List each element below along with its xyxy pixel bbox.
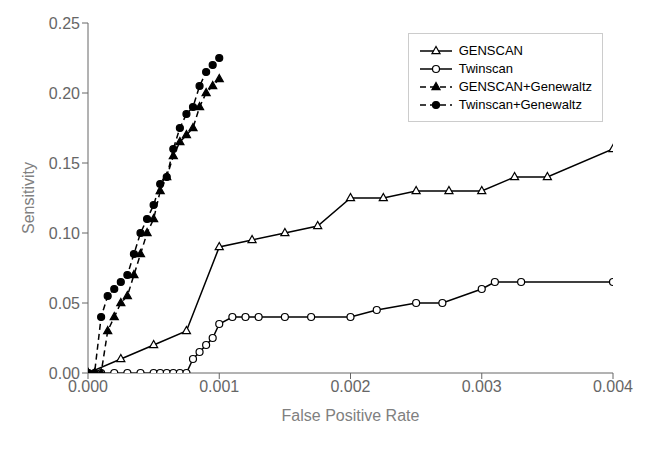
svg-text:0.002: 0.002	[330, 378, 370, 395]
svg-text:0.15: 0.15	[49, 155, 80, 172]
svg-text:0.004: 0.004	[593, 378, 633, 395]
svg-text:0.05: 0.05	[49, 295, 80, 312]
html-text:GENSCAN+Genewaltz: GENSCAN+Genewaltz	[458, 79, 592, 94]
svg-text:0.20: 0.20	[49, 85, 80, 102]
svg-text:0.000: 0.000	[68, 378, 108, 396]
svg-text:False Positive Rate: False Positive Rate	[282, 407, 420, 424]
html-text:Twinscan: Twinscan	[458, 61, 513, 76]
html-text:GENSCAN: GENSCAN	[458, 43, 523, 58]
svg-text:0.25: 0.25	[49, 15, 80, 32]
svg-text:Sensitivity: Sensitivity	[20, 162, 37, 234]
html-text:Twinscan+Genewaltz: Twinscan+Genewaltz	[458, 97, 582, 112]
svg-text:0.001: 0.001	[199, 378, 239, 395]
svg-text:0.10: 0.10	[49, 225, 80, 242]
svg-text:0.003: 0.003	[462, 378, 502, 395]
svg-text:0.00: 0.00	[49, 365, 80, 382]
